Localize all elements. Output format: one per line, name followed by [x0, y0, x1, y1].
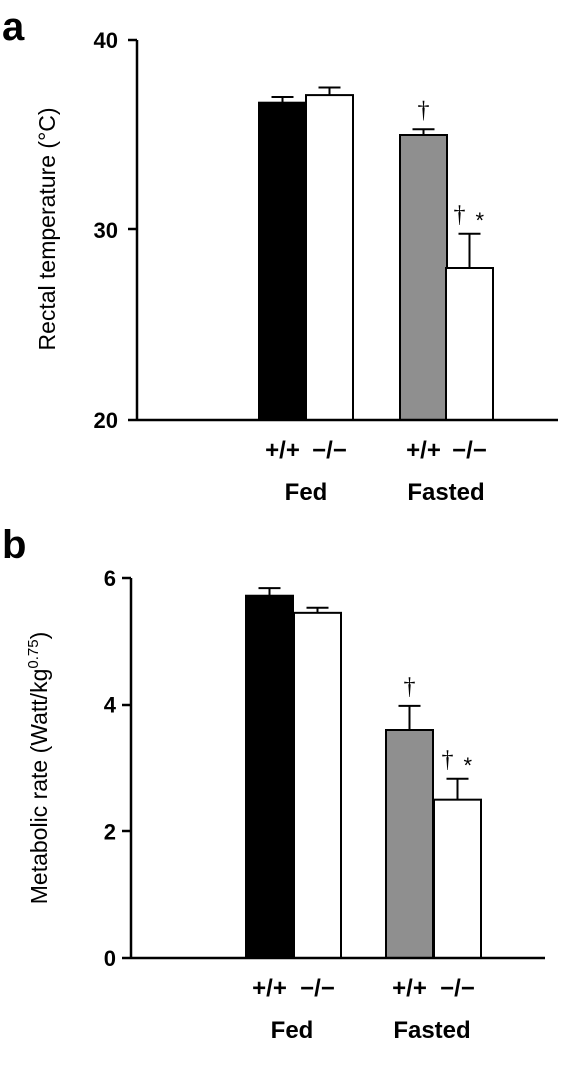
panel-b-genotype-label: +/+: [252, 975, 287, 1002]
panel-b-significance-dagger: †: [442, 747, 454, 773]
panel-a-bars: † † *: [258, 86, 494, 421]
panel-b-ytick-label: 2: [104, 819, 116, 844]
panel-a-bar-fed-wt: [258, 101, 307, 421]
panel-b-ylabel: Metabolic rate (Watt/kg0.75): [25, 632, 52, 905]
panel-a-genotype-label: −/−: [452, 437, 487, 464]
panel-a-bar-fasted-ko: [445, 267, 494, 421]
panel-b-bar-fed-ko: [293, 611, 342, 959]
panel-b-group-label: Fasted: [393, 1017, 470, 1044]
panel-a-bar-fasted-wt: [399, 134, 448, 421]
panel-b-significance-dagger: †: [404, 674, 416, 700]
panel-a-ytick-label: 40: [94, 28, 118, 53]
panel-a-significance-star: *: [476, 208, 485, 233]
panel-b-bar-fed-wt: [245, 594, 294, 959]
panel-b-ylabel-main: Metabolic rate (Watt/kg: [26, 669, 52, 905]
panel-a-significance-dagger: †: [418, 97, 430, 123]
panel-b-bar-fasted-wt: [385, 729, 434, 959]
panel-b-letter: b: [2, 523, 26, 567]
panel-b-ytick-label: 4: [104, 693, 117, 718]
panel-b-ytick-label: 6: [104, 566, 116, 591]
panel-a-letter: a: [2, 5, 25, 49]
panel-b-genotype-label: +/+: [392, 975, 427, 1002]
panel-a-group-label: Fed: [285, 479, 328, 506]
panel-b-ylabel-close: ): [26, 632, 52, 640]
panel-a-ytick-label: 20: [94, 408, 118, 433]
panel-b-bar-fasted-ko: [433, 798, 482, 960]
panel-b-x-labels: +/+ −/− +/+ −/− Fed Fasted: [252, 975, 475, 1044]
panel-b-ylabel-sup: 0.75: [25, 639, 42, 668]
panel-a: a Rectal temperature (°C) 20 30 40 † † * +/+…: [2, 5, 558, 506]
panel-b-genotype-label: −/−: [300, 975, 335, 1002]
panel-a-x-labels: +/+ −/− +/+ −/− Fed Fasted: [265, 437, 487, 506]
panel-a-genotype-label: −/−: [312, 437, 347, 464]
panel-b-ytick-label: 0: [104, 946, 116, 971]
panel-a-ylabel: Rectal temperature (°C): [34, 107, 60, 350]
panel-a-ytick-label: 30: [94, 218, 118, 243]
panel-b-group-label: Fed: [271, 1017, 314, 1044]
panel-a-genotype-label: +/+: [406, 437, 441, 464]
panel-a-bar-fed-ko: [305, 94, 354, 421]
panel-a-significance-dagger: †: [454, 202, 466, 228]
panel-b-significance-star: *: [464, 753, 473, 778]
panel-a-genotype-label: +/+: [265, 437, 300, 464]
panel-b-bars: † † *: [245, 587, 482, 960]
panel-a-ytick-labels: 20 30 40: [94, 28, 118, 433]
panel-b-ytick-labels: 0 2 4 6: [104, 566, 117, 971]
panel-a-group-label: Fasted: [407, 479, 484, 506]
panel-b-genotype-label: −/−: [440, 975, 475, 1002]
